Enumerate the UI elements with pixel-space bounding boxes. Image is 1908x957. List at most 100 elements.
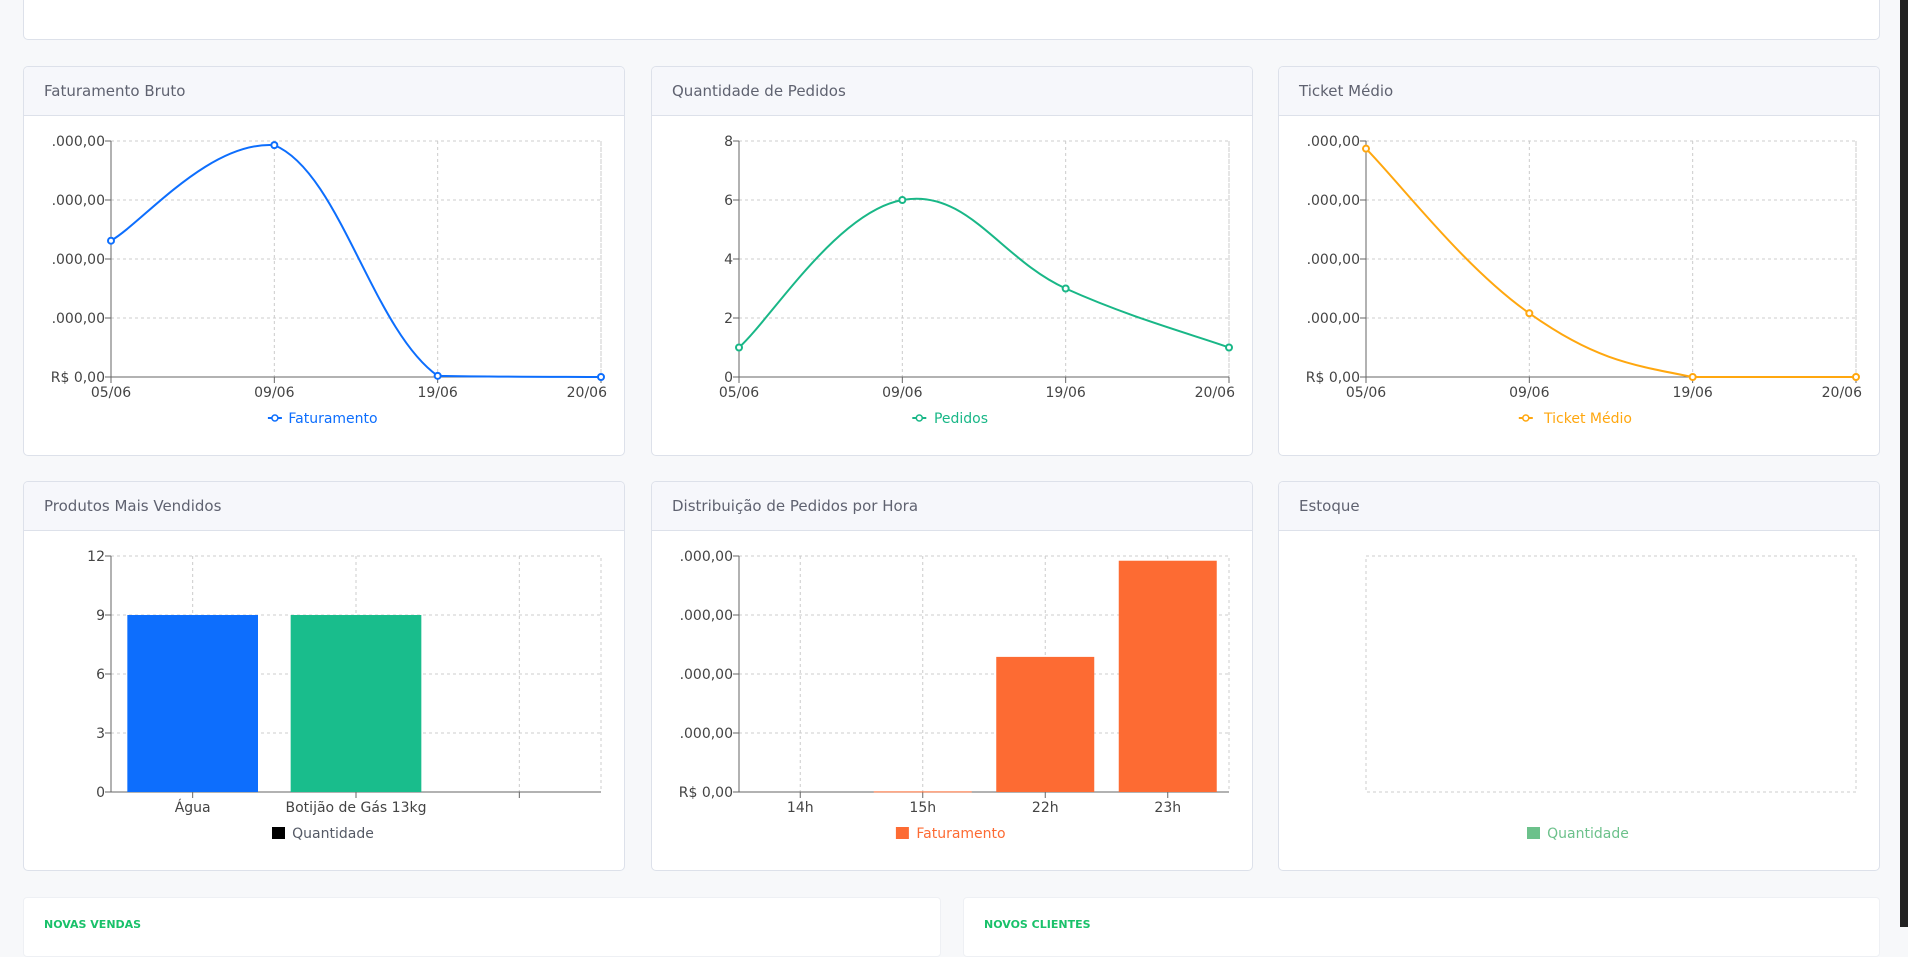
- y-tick-label: R$ 0,00: [679, 785, 733, 801]
- card-title: Produtos Mais Vendidos: [24, 482, 624, 531]
- x-tick-label: 14h: [787, 800, 814, 816]
- x-tick-label: 15h: [909, 800, 936, 816]
- top-card: [23, 0, 1880, 40]
- y-tick-label: .000,00: [52, 134, 105, 150]
- legend-label: Ticket Médio: [1543, 411, 1632, 427]
- x-tick-label: 09/06: [882, 385, 922, 401]
- chart-svg: Quantidade: [1365, 555, 1857, 842]
- x-tick-label: 19/06: [417, 385, 457, 401]
- card-title: Estoque: [1279, 482, 1879, 531]
- legend-dot-icon: [1522, 414, 1530, 422]
- x-tick-label: 22h: [1032, 800, 1059, 816]
- chart-svg: R$ 0,00 .000,00 .000,00 .000,00 .000,00 05/06…: [51, 134, 607, 427]
- scrollbar[interactable]: [1900, 0, 1908, 927]
- data-point[interactable]: [1688, 373, 1697, 381]
- data-point[interactable]: [433, 371, 442, 380]
- legend-label: Quantidade: [292, 826, 374, 842]
- legend-dot-icon: [271, 414, 279, 422]
- legend-swatch-icon: [272, 827, 285, 839]
- card-title: Quantidade de Pedidos: [652, 67, 1252, 116]
- x-tick-label: 20/06: [567, 385, 607, 401]
- y-tick-label: .000,00: [1307, 134, 1360, 150]
- chart-svg: 0 3 6 9 12 Água Botijão de Gás 13kg Quantidade: [87, 549, 602, 842]
- legend[interactable]: Faturamento: [267, 411, 378, 427]
- data-point[interactable]: [1852, 373, 1860, 381]
- chart-card-ticket-medio: Ticket Médio R$ 0,00 .000,00 .000,00 .000,00…: [1278, 66, 1880, 456]
- legend[interactable]: Quantidade: [1527, 826, 1629, 842]
- y-tick-label: .000,00: [680, 608, 733, 624]
- y-tick-label: .000,00: [1307, 311, 1360, 327]
- x-tick-label: 05/06: [1346, 385, 1386, 401]
- chart-card-quantidade-de-pedidos: Quantidade de Pedidos 0 2 4 6 8 05/06 09/06 19/0…: [651, 66, 1253, 456]
- legend-dot-icon: [915, 414, 924, 422]
- data-point[interactable]: [1061, 284, 1070, 293]
- series-line: [1365, 147, 1856, 379]
- legend[interactable]: Pedidos: [912, 411, 988, 427]
- chart-card-distribuicao-de-pedidos-por-hora: Distribuição de Pedidos por Hora R$ 0,00.…: [651, 481, 1253, 871]
- chart-svg: 0 2 4 6 8 05/06 09/06 19/06 20/06 Pedidos: [719, 134, 1235, 427]
- legend[interactable]: Ticket Médio: [1518, 411, 1632, 427]
- legend[interactable]: Quantidade: [272, 826, 374, 842]
- x-tick-label: Água: [175, 799, 211, 816]
- y-tick-label: 2: [724, 311, 733, 327]
- bar[interactable]: [290, 615, 422, 792]
- bar[interactable]: [127, 615, 258, 792]
- card-title: Ticket Médio: [1279, 67, 1879, 116]
- y-tick-label: .000,00: [1307, 252, 1360, 268]
- legend-label: Quantidade: [1547, 826, 1629, 842]
- y-tick-label: 4: [724, 252, 733, 268]
- novas-vendas-label: NOVAS VENDAS: [44, 918, 142, 931]
- data-point[interactable]: [270, 141, 279, 150]
- chart-svg: R$ 0,00 .000,00 .000,00 .000,00 .000,00 05/06…: [1306, 134, 1862, 427]
- y-tick-label: .000,00: [52, 252, 105, 268]
- x-tick-label: 19/06: [1045, 385, 1085, 401]
- legend-label: Faturamento: [916, 826, 1005, 842]
- y-tick-label: .000,00: [1307, 193, 1360, 209]
- chart-card-produtos-mais-vendidos: Produtos Mais Vendidos 0 3 6 9 12 Água Botijão …: [23, 481, 625, 871]
- card-title: Distribuição de Pedidos por Hora: [652, 482, 1252, 531]
- x-tick-label: 19/06: [1672, 385, 1712, 401]
- x-tick-label: 05/06: [91, 385, 131, 401]
- x-tick-label: 20/06: [1822, 385, 1862, 401]
- grid-frame: [1365, 555, 1857, 793]
- data-point[interactable]: [597, 373, 605, 381]
- novos-clientes-label: NOVOS CLIENTES: [984, 918, 1091, 931]
- y-tick-label: R$ 0,00: [51, 370, 105, 386]
- chart-card-estoque: Estoque Quantidade: [1278, 481, 1880, 871]
- data-point[interactable]: [1525, 309, 1534, 318]
- data-point[interactable]: [898, 196, 907, 204]
- novos-clientes-card: NOVOS CLIENTES: [963, 897, 1880, 957]
- novas-vendas-card: NOVAS VENDAS: [23, 897, 941, 957]
- series-line: [110, 144, 602, 378]
- bar[interactable]: [996, 656, 1095, 792]
- y-tick-label: .000,00: [680, 549, 733, 565]
- data-point[interactable]: [1362, 144, 1370, 153]
- y-tick-label: .000,00: [52, 311, 105, 327]
- data-point[interactable]: [107, 236, 115, 245]
- bar[interactable]: [873, 791, 972, 793]
- legend-swatch-icon: [1527, 827, 1540, 839]
- y-tick-label: 12: [87, 549, 105, 565]
- x-tick-label: Botijão de Gás 13kg: [286, 800, 427, 816]
- y-tick-label: 9: [96, 608, 105, 624]
- y-tick-label: .000,00: [52, 193, 105, 209]
- data-point[interactable]: [1225, 343, 1233, 352]
- chart-svg: R$ 0,00 .000,00 .000,00 .000,00 .000,00 14h 15…: [679, 549, 1230, 842]
- legend-swatch-icon: [895, 827, 909, 839]
- y-tick-label: R$ 0,00: [1306, 370, 1360, 386]
- y-tick-label: 0: [96, 785, 105, 801]
- bar[interactable]: [1118, 560, 1217, 792]
- x-tick-label: 23h: [1154, 800, 1181, 816]
- legend-label: Pedidos: [934, 411, 988, 427]
- data-point[interactable]: [735, 343, 743, 352]
- x-tick-label: 05/06: [719, 385, 759, 401]
- y-tick-label: 0: [724, 370, 733, 386]
- legend[interactable]: Faturamento: [895, 826, 1006, 842]
- card-title: Faturamento Bruto: [24, 67, 624, 116]
- y-tick-label: .000,00: [680, 667, 733, 683]
- y-tick-label: .000,00: [680, 726, 733, 742]
- y-tick-label: 6: [96, 667, 105, 683]
- y-tick-label: 3: [96, 726, 105, 742]
- y-tick-label: 8: [724, 134, 733, 150]
- chart-card-faturamento-bruto: Faturamento Bruto R$ 0,00 .000,00 .000,00 .0…: [23, 66, 625, 456]
